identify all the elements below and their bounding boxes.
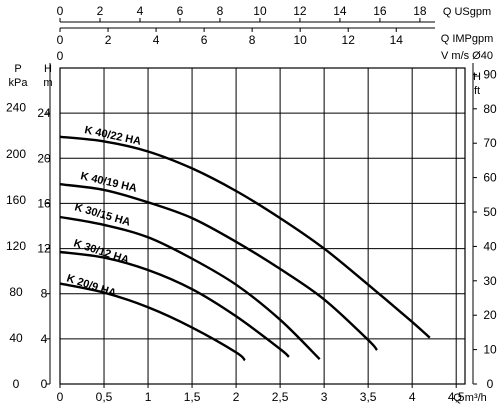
- tick-label-h-ft: 90: [483, 67, 497, 81]
- tick-label-q-m3h: 4,5: [448, 390, 465, 404]
- axis-label-q-m3h: Q m³/h: [453, 392, 487, 404]
- tick-label-p-kpa: 120: [6, 239, 26, 253]
- tick-label-h-m: 20: [37, 151, 51, 165]
- tick-label-h-m: 0: [41, 377, 48, 391]
- curve-label: K 30/12 HA: [72, 237, 130, 266]
- tick-label-p-kpa: 0: [13, 377, 20, 391]
- tick-label-q-impgpm: 2: [105, 33, 112, 47]
- tick-label-h-ft: 70: [483, 136, 497, 150]
- axis-label-h-ft: ft: [474, 85, 480, 97]
- tick-label-q-m3h: 4: [409, 390, 416, 404]
- tick-label-h-m: 24: [37, 106, 51, 120]
- tick-label-p-kpa: 40: [9, 331, 23, 345]
- tick-label-h-ft: 10: [483, 343, 497, 357]
- axis-label-h-m: m: [43, 77, 52, 89]
- tick-label-q-m3h: 3,5: [360, 390, 377, 404]
- tick-label-q-m3h: 0,5: [96, 390, 113, 404]
- tick-label-h-ft: 50: [483, 205, 497, 219]
- tick-label-p-kpa: 80: [9, 285, 23, 299]
- tick-label-q-m3h: 0: [57, 390, 64, 404]
- tick-label-h-ft: 20: [483, 308, 497, 322]
- tick-label-q-m3h: 1,5: [184, 390, 201, 404]
- axis-label-q-usgpm: Q USgpm: [443, 6, 491, 18]
- curve-label: K 20/9 HA: [65, 272, 118, 299]
- tick-label-q-impgpm: 14: [390, 33, 404, 47]
- tick-label-q-impgpm: 8: [249, 33, 256, 47]
- tick-label-q-usgpm: 6: [177, 4, 184, 18]
- tick-label-q-usgpm: 12: [293, 4, 307, 18]
- tick-label-h-ft: 0: [487, 377, 494, 391]
- tick-label-v-ms: 0: [57, 49, 64, 63]
- tick-label-q-impgpm: 10: [294, 33, 308, 47]
- tick-label-q-m3h: 1: [145, 390, 152, 404]
- axis-label-v-ms: V m/s Ø40: [441, 50, 493, 62]
- axis-label-p-kpa: kPa: [9, 77, 29, 89]
- tick-label-q-m3h: 2: [233, 390, 240, 404]
- tick-label-h-ft: 30: [483, 274, 497, 288]
- tick-label-q-usgpm: 2: [97, 4, 104, 18]
- axis-label-q-impgpm: Q IMPgpm: [441, 33, 494, 45]
- tick-labels: 0481216202404080120160200240010203040506…: [6, 4, 497, 404]
- tick-label-q-usgpm: 16: [373, 4, 387, 18]
- curve-line: [59, 215, 321, 361]
- tick-label-q-m3h: 3: [321, 390, 328, 404]
- axis-label-h-ft: H: [473, 71, 481, 83]
- tick-label-q-impgpm: 0: [57, 33, 64, 47]
- tick-label-q-m3h: 2,5: [272, 390, 289, 404]
- performance-curves: [59, 135, 431, 362]
- tick-label-p-kpa: 200: [6, 147, 26, 161]
- tick-label-h-m: 12: [37, 242, 51, 256]
- tick-label-q-usgpm: 14: [333, 4, 347, 18]
- tick-label-p-kpa: 240: [6, 101, 26, 115]
- tick-label-q-impgpm: 6: [201, 33, 208, 47]
- axis-label-h-m: H: [44, 63, 52, 75]
- tick-label-h-ft: 60: [483, 171, 497, 185]
- curve-line: [59, 282, 246, 362]
- tick-label-q-usgpm: 18: [413, 4, 427, 18]
- tick-label-q-usgpm: 4: [137, 4, 144, 18]
- curve-line: [59, 135, 431, 339]
- tick-label-h-ft: 40: [483, 239, 497, 253]
- tick-label-q-impgpm: 12: [342, 33, 356, 47]
- tick-label-h-m: 4: [41, 332, 48, 346]
- tick-label-q-usgpm: 8: [217, 4, 224, 18]
- tick-label-q-impgpm: 4: [153, 33, 160, 47]
- axes: [46, 18, 477, 388]
- tick-label-h-ft: 80: [483, 102, 497, 116]
- tick-label-h-m: 8: [41, 287, 48, 301]
- tick-label-q-usgpm: 10: [253, 4, 267, 18]
- tick-label-p-kpa: 160: [6, 193, 26, 207]
- plot-frame: [59, 67, 466, 385]
- tick-label-q-usgpm: 0: [57, 4, 64, 18]
- axis-label-p-kpa: P: [14, 63, 21, 75]
- curve-line: [59, 250, 290, 358]
- curve-label: K 40/22 HA: [83, 124, 142, 148]
- tick-label-h-m: 16: [37, 196, 51, 210]
- curve-line: [59, 183, 378, 351]
